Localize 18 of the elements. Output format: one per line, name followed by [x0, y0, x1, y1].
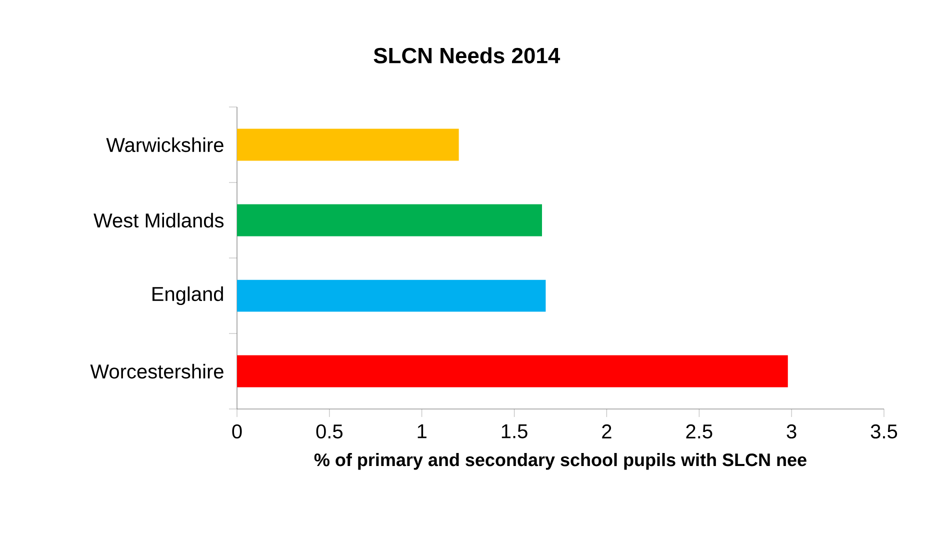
x-tick-label: 3.5 [870, 424, 898, 439]
bar [237, 355, 788, 388]
y-tick-label: West Midlands [94, 212, 224, 228]
bar [237, 204, 542, 236]
y-tick-label: Worcestershire [90, 364, 224, 379]
chart-title: SLCN Needs 2014 [374, 47, 560, 64]
bar [237, 280, 546, 312]
bar [237, 128, 459, 161]
x-axis-title: % of primary and secondary school pupils with SLCN nee [314, 453, 806, 470]
x-tick-label: 0 [232, 424, 242, 439]
x-tick-label: 2.5 [686, 424, 712, 439]
x-tick-label: 1 [418, 424, 426, 438]
y-tick-label: Warwickshire [106, 137, 224, 152]
x-tick-label: 1.5 [502, 424, 528, 438]
x-tick-label: 3 [786, 424, 796, 439]
x-tick-label: 0.5 [316, 424, 342, 439]
x-tick-label: 2 [602, 424, 612, 438]
y-tick-label: England [152, 286, 223, 306]
